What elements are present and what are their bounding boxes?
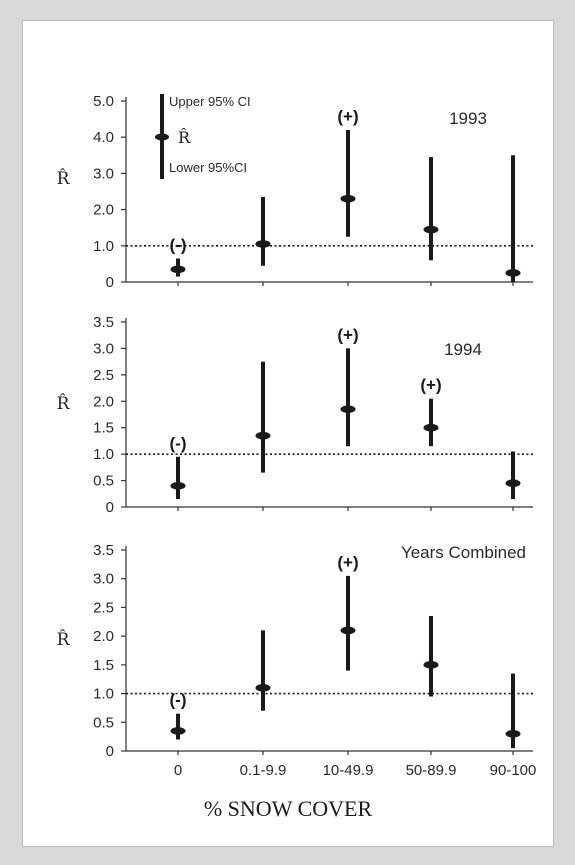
estimate-marker (423, 225, 439, 234)
x-tick-label: 90-100 (490, 762, 537, 779)
y-tick-label: 2.5 (93, 367, 114, 384)
y-tick-label: 0 (106, 274, 114, 291)
y-tick-label: 3.0 (93, 340, 114, 357)
y-tick-label: 4.0 (93, 129, 114, 146)
legend-estimate-label: R̂ (178, 128, 191, 147)
significance-label: (+) (420, 376, 441, 395)
significance-label: (-) (170, 691, 187, 710)
significance-label: (+) (337, 325, 358, 344)
x-tick-label: 0.1-9.9 (240, 762, 287, 779)
y-tick-label: 2.0 (93, 393, 114, 410)
y-tick-label: 0 (106, 499, 114, 516)
legend-lower-label: Lower 95%CI (169, 160, 247, 175)
panel-title: 1993 (449, 109, 487, 128)
significance-label: (+) (337, 107, 358, 126)
estimate-marker (170, 265, 186, 274)
estimate-marker (255, 240, 271, 248)
y-tick-label: 3.0 (93, 165, 114, 182)
x-axis-title: % SNOW COVER (204, 796, 373, 821)
y-tick-label: 2.0 (93, 628, 114, 645)
y-tick-label: 0.5 (93, 714, 114, 731)
panel-title: Years Combined (401, 543, 526, 562)
y-tick-label: 0.5 (93, 473, 114, 490)
y-tick-label: 0 (106, 743, 114, 760)
panel-title: 1994 (444, 340, 482, 359)
x-tick-label: 50-89.9 (406, 762, 457, 779)
legend-estimate-marker (155, 133, 169, 141)
y-tick-label: 3.5 (93, 542, 114, 559)
legend-upper-label: Upper 95% CI (169, 94, 251, 109)
y-tick-label: 5.0 (93, 93, 114, 110)
y-axis-label: R̂ (57, 630, 71, 650)
estimate-marker (255, 684, 271, 692)
figure-frame: Upper 95% CI R̂ Lower 95%CI 0 1.0 2.0 3.0 4.… (22, 20, 554, 847)
y-axis-label: R̂ (57, 169, 71, 189)
significance-label: (-) (170, 434, 187, 453)
estimate-marker (170, 482, 186, 490)
y-axis-label: R̂ (57, 394, 71, 414)
x-tick-label: 0 (174, 762, 182, 779)
estimate-marker (340, 405, 356, 414)
estimate-marker (255, 431, 271, 440)
x-tick-label: 10-49.9 (323, 762, 374, 779)
estimate-marker (170, 727, 186, 735)
y-tick-label: 2.0 (93, 202, 114, 219)
estimate-marker (340, 194, 356, 203)
estimate-marker (340, 626, 356, 635)
y-tick-label: 1.0 (93, 686, 114, 703)
y-tick-label: 3.0 (93, 571, 114, 588)
y-tick-label: 2.5 (93, 599, 114, 616)
y-tick-label: 1.5 (93, 657, 114, 674)
significance-label: (-) (170, 235, 187, 254)
y-tick-label: 1.0 (93, 446, 114, 463)
y-tick-label: 1.5 (93, 420, 114, 437)
snow-cover-chart: Upper 95% CI R̂ Lower 95%CI 0 1.0 2.0 3.0 4.… (57, 93, 537, 821)
y-tick-label: 3.5 (93, 314, 114, 331)
estimate-marker (505, 729, 521, 738)
estimate-marker (505, 479, 521, 488)
estimate-marker (423, 423, 439, 432)
estimate-marker (423, 661, 439, 669)
y-tick-label: 1.0 (93, 238, 114, 255)
legend: Upper 95% CI R̂ Lower 95%CI (155, 94, 251, 179)
estimate-marker (505, 269, 521, 277)
significance-label: (+) (337, 553, 358, 572)
